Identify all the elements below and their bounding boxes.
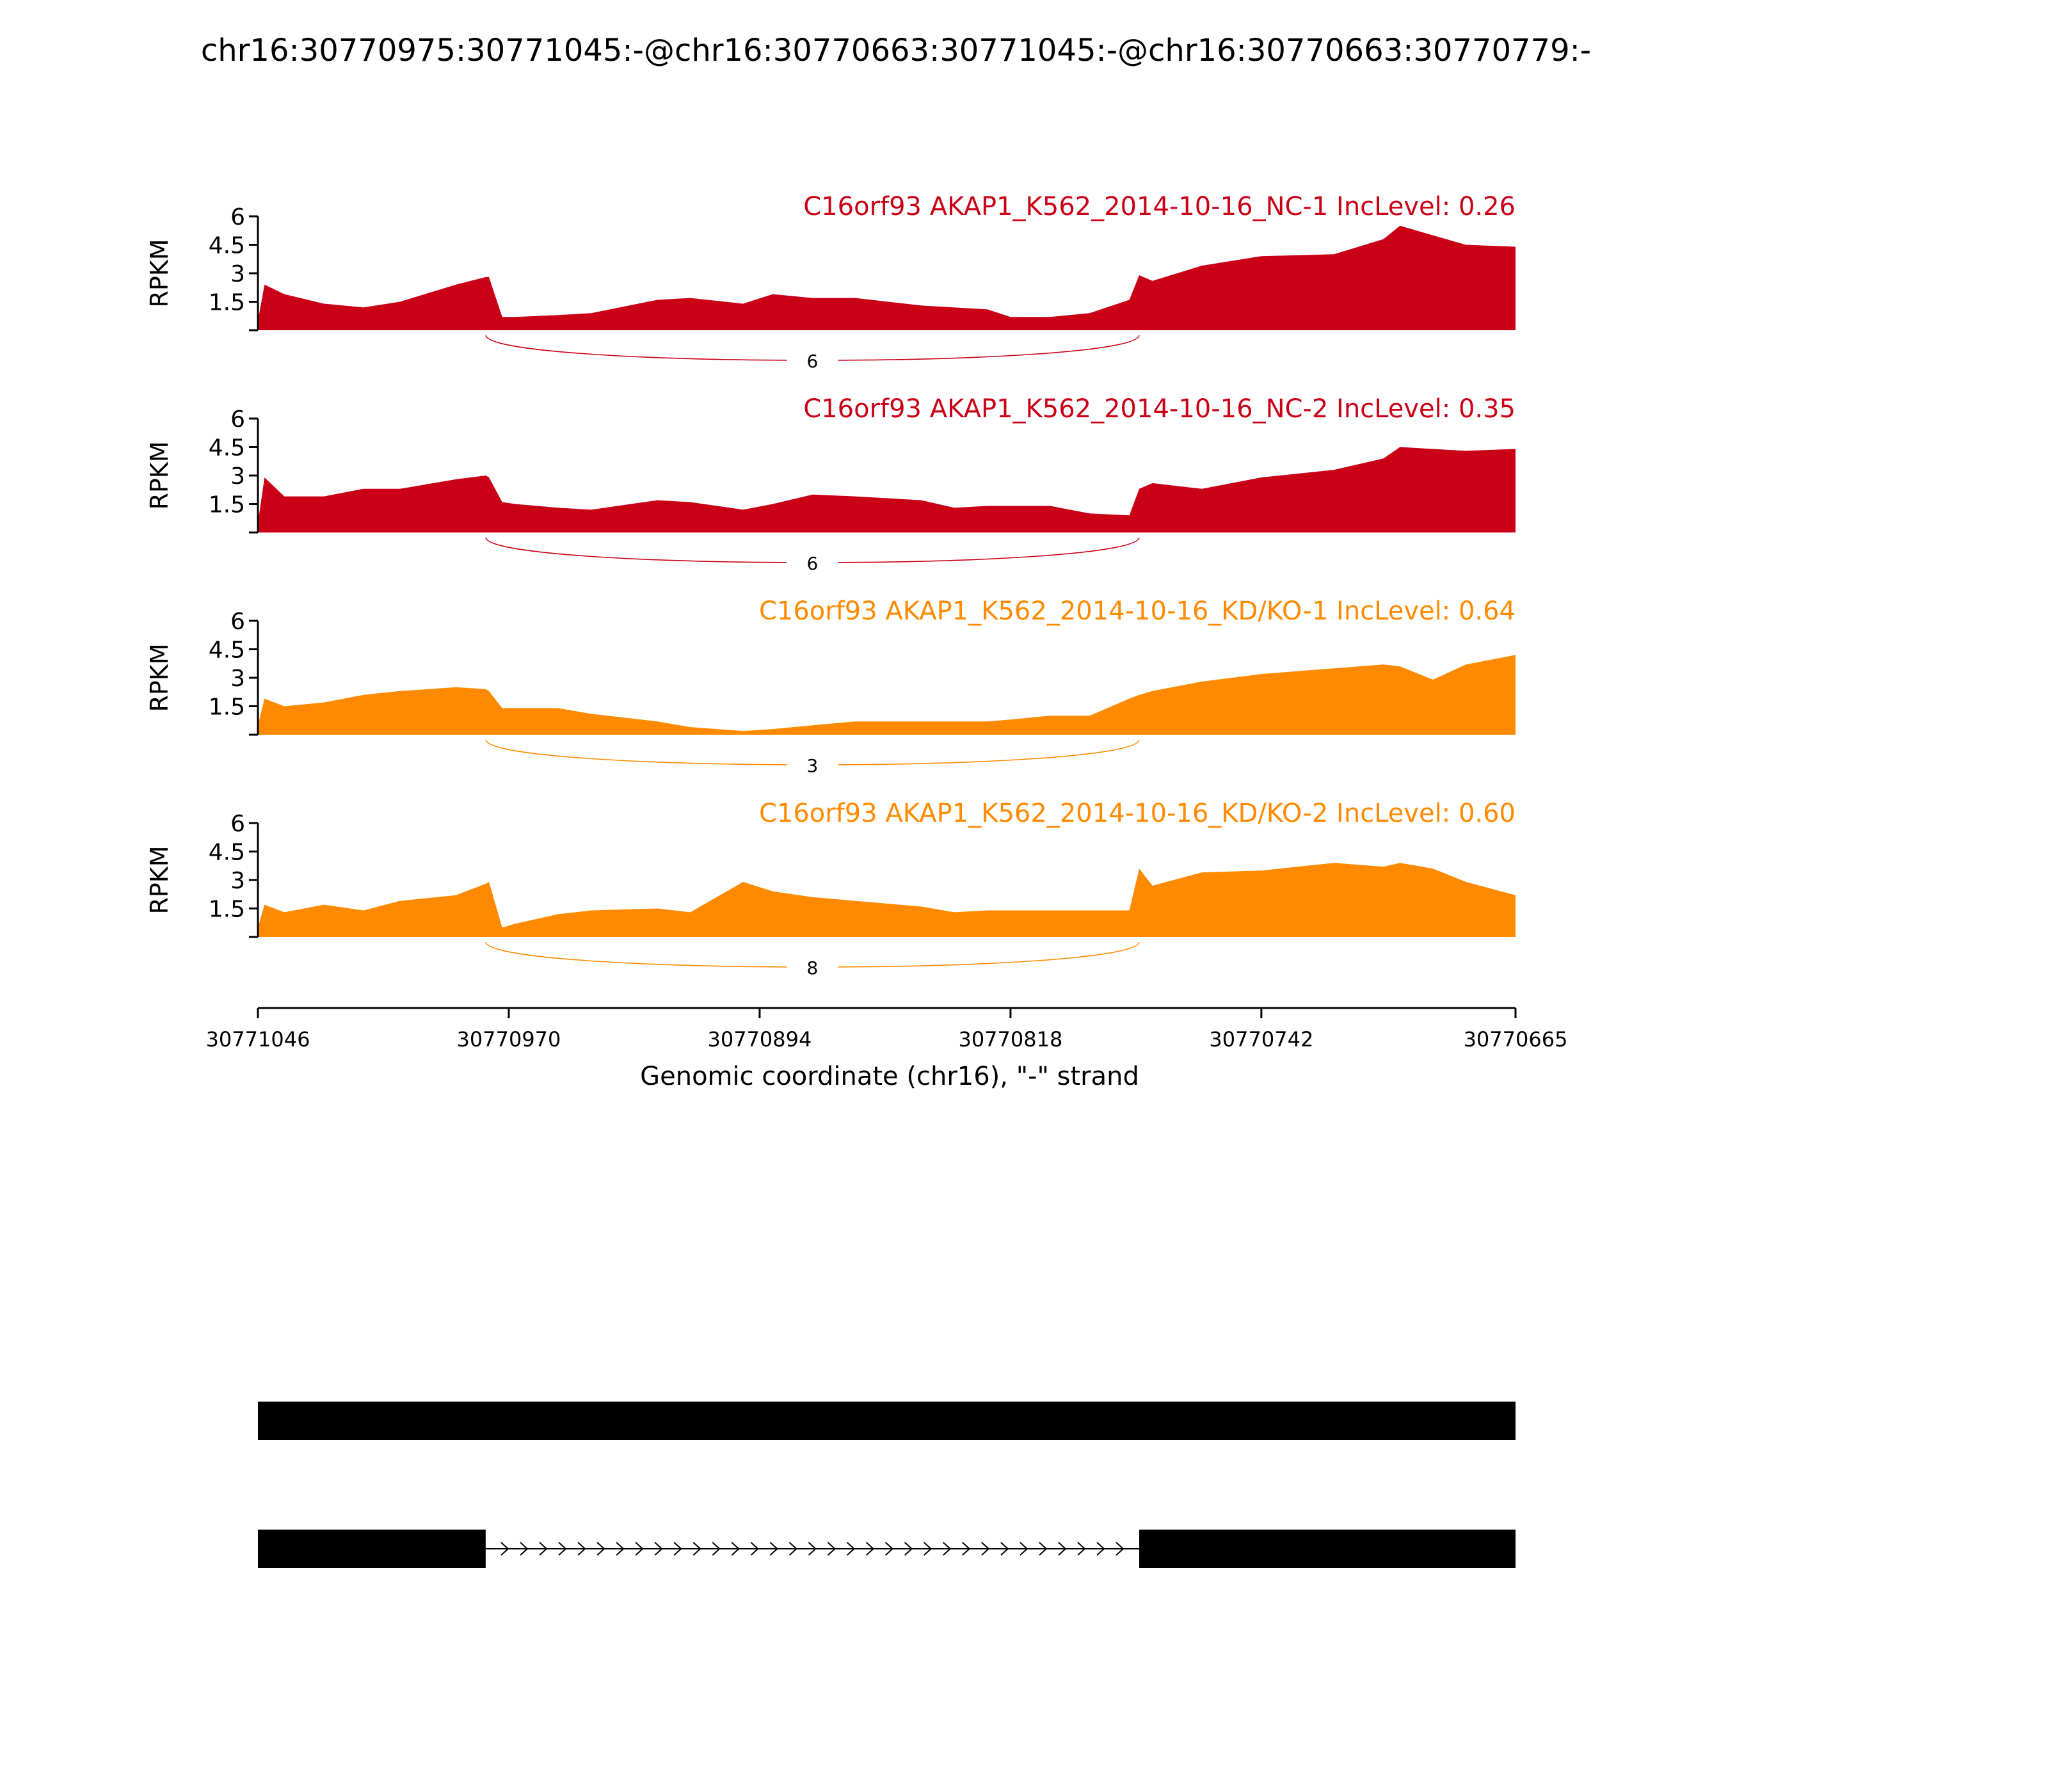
y-tick-label: 1.5 <box>209 694 245 721</box>
strand-chevron <box>981 1542 990 1556</box>
junction-label-bg <box>787 754 838 780</box>
y-tick-label: 4.5 <box>209 233 245 259</box>
strand-chevron <box>1020 1542 1028 1556</box>
coverage-area-3 <box>258 655 1516 735</box>
y-axis-label: RPKM <box>145 441 173 509</box>
y-tick-label: 6 <box>230 811 245 837</box>
figure-title: chr16:30770975:30771045:-@chr16:30770663… <box>201 33 1591 68</box>
isoform-2 <box>258 1530 1516 1568</box>
strand-chevron <box>884 1542 894 1556</box>
x-axis: 30771046 30770970 30770894 30770818 30770742… <box>206 1007 1568 1052</box>
track-4: 1.5 34.5 6 RPKM C16orf93 AKAP1_K562_2014-10-… <box>145 799 1516 982</box>
strand-chevron <box>673 1542 682 1556</box>
strand-chevron <box>596 1542 605 1556</box>
strand-chevron <box>962 1542 971 1556</box>
y-tick-label: 3 <box>230 868 245 894</box>
strand-chevron <box>731 1542 740 1556</box>
exon-block <box>1139 1530 1516 1568</box>
strand-chevron <box>1116 1542 1124 1556</box>
track-title-2: C16orf93 AKAP1_K562_2014-10-16_NC-2 IncL… <box>803 394 1516 424</box>
y-tick-label: 4.5 <box>209 637 245 664</box>
y-tick-label: 4.5 <box>209 435 245 461</box>
track-1: 1.5 34.5 6 RPKM C16orf93 AKAP1_K562_2014-10-… <box>145 192 1516 375</box>
coverage-area-2 <box>258 447 1516 532</box>
x-axis-label: Genomic coordinate (chr16), "-" strand <box>640 1062 1139 1091</box>
strand-chevron <box>539 1542 548 1556</box>
track-title-3: C16orf93 AKAP1_K562_2014-10-16_KD/KO-1 I… <box>759 596 1516 626</box>
strand-chevron <box>654 1542 663 1556</box>
isoform-1 <box>258 1402 1516 1440</box>
strand-chevron <box>923 1542 932 1556</box>
strand-chevron <box>1058 1542 1067 1556</box>
track-title-4: C16orf93 AKAP1_K562_2014-10-16_KD/KO-2 I… <box>759 799 1516 828</box>
y-axis-label: RPKM <box>145 845 173 914</box>
y-tick-label: 4.5 <box>209 840 245 866</box>
junction-count-3: 3 <box>807 755 819 776</box>
y-tick-label: 1.5 <box>209 290 245 316</box>
strand-chevron <box>616 1542 625 1556</box>
strand-chevron <box>943 1542 952 1556</box>
junction-label-bg <box>787 349 838 375</box>
strand-chevron <box>788 1542 797 1556</box>
coverage-area-1 <box>258 225 1516 330</box>
strand-chevron <box>712 1542 721 1556</box>
x-tick-label: 30770894 <box>707 1027 812 1052</box>
strand-chevron <box>520 1542 529 1556</box>
strand-chevron <box>1077 1542 1086 1556</box>
junction-count-1: 6 <box>807 351 819 372</box>
y-tick-label: 3 <box>230 666 245 692</box>
y-axis-label: RPKM <box>145 643 173 712</box>
strand-chevron <box>1039 1542 1048 1556</box>
x-tick-label: 30770970 <box>457 1027 561 1052</box>
strand-chevron <box>577 1542 586 1556</box>
coverage-area-4 <box>258 863 1516 937</box>
y-tick-label: 6 <box>230 204 245 230</box>
strand-chevron <box>500 1542 509 1556</box>
y-tick-label: 6 <box>230 406 245 433</box>
junction-count-2: 6 <box>807 553 819 574</box>
y-axis-label: RPKM <box>145 239 173 307</box>
strand-chevron <box>865 1542 875 1556</box>
x-tick-label: 30771046 <box>206 1027 310 1052</box>
junction-count-4: 8 <box>807 957 819 979</box>
strand-chevron <box>904 1542 913 1556</box>
strand-chevron <box>750 1542 759 1556</box>
strand-chevron <box>808 1542 817 1556</box>
y-tick-label: 1.5 <box>209 492 245 518</box>
exon-block <box>258 1530 486 1568</box>
strand-chevron <box>827 1542 836 1556</box>
strand-chevron <box>1096 1542 1105 1556</box>
strand-chevron <box>1000 1542 1009 1556</box>
y-tick-label: 3 <box>230 463 245 490</box>
strand-chevron <box>769 1542 778 1556</box>
x-tick-label: 30770818 <box>958 1027 1062 1052</box>
y-tick-label: 6 <box>230 609 245 635</box>
strand-chevron <box>635 1542 644 1556</box>
y-tick-label: 3 <box>230 261 245 287</box>
isoform-structures <box>258 1402 1516 1568</box>
strand-chevron <box>846 1542 856 1556</box>
track-title-1: C16orf93 AKAP1_K562_2014-10-16_NC-1 IncL… <box>803 192 1516 221</box>
y-tick-label: 1.5 <box>209 897 245 923</box>
strand-chevron <box>558 1542 567 1556</box>
exon-block <box>258 1402 1516 1440</box>
junction-label-bg <box>787 552 838 577</box>
strand-chevron <box>692 1542 701 1556</box>
junction-label-bg <box>787 956 838 982</box>
x-tick-label: 30770742 <box>1209 1027 1313 1052</box>
x-tick-label: 30770665 <box>1464 1027 1568 1052</box>
